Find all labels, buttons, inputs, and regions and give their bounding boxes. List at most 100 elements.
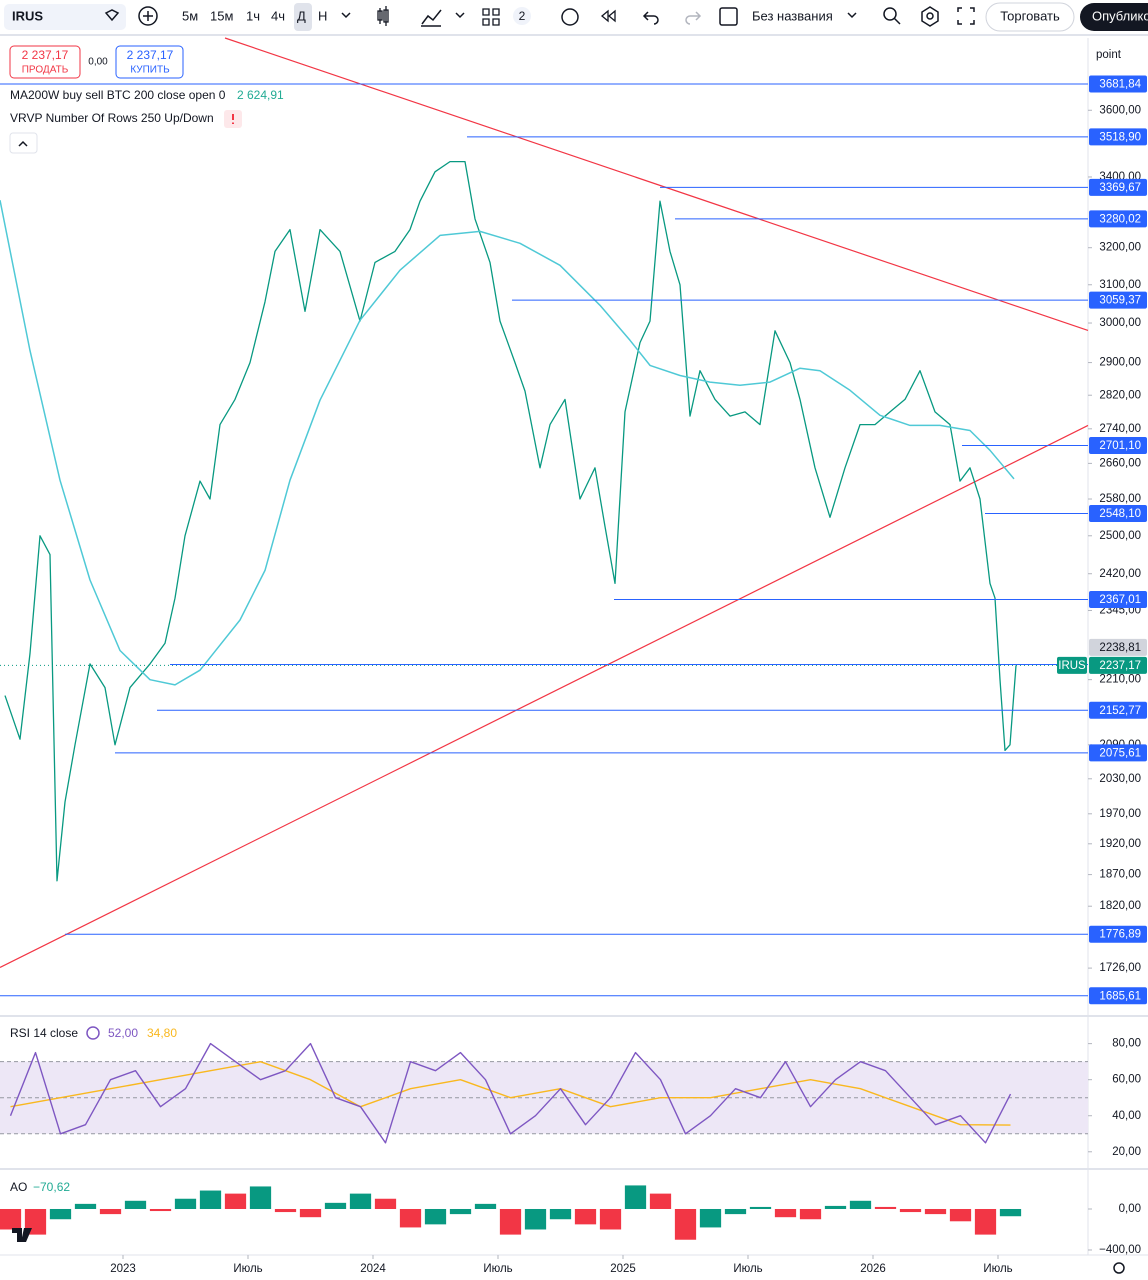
symbol-label: IRUS [1058, 660, 1086, 672]
level-label-box [1089, 701, 1147, 719]
ao-bar [799, 1208, 822, 1220]
ao-bar [49, 1208, 72, 1220]
chevron[interactable] [847, 12, 857, 19]
y-tick-label: 2900,00 [1099, 357, 1141, 369]
buy-button[interactable] [115, 45, 184, 79]
pane-title[interactable]: AO [10, 1180, 27, 1194]
x-tick-label: 2023 [110, 1263, 136, 1275]
publish-button[interactable] [1080, 3, 1148, 31]
x-tick-label: 2024 [360, 1263, 386, 1275]
ao-bar [374, 1198, 397, 1209]
axis-unit[interactable]: point [1096, 49, 1122, 61]
level-label: 2701,10 [1099, 440, 1141, 452]
y-tick-label: 0,00 [1119, 1203, 1141, 1215]
ao-bar [949, 1208, 972, 1222]
interval[interactable]: Н [318, 8, 327, 23]
replay-icon[interactable] [600, 9, 616, 23]
ao-bar [974, 1208, 997, 1235]
settings-icon[interactable] [1113, 1262, 1125, 1274]
x-tick-label: Июль [233, 1263, 262, 1275]
toolbar [0, 0, 1148, 34]
interval[interactable]: 1ч [246, 8, 260, 23]
ao-bar [99, 1208, 122, 1215]
add-icon[interactable] [143, 11, 153, 21]
alert-icon[interactable] [561, 8, 579, 26]
interval[interactable]: 4ч [271, 8, 285, 23]
indicator-name[interactable]: VRVP Number Of Rows 250 Up/Down [10, 111, 214, 125]
add-icon[interactable] [138, 6, 158, 26]
indicators-icon[interactable] [421, 9, 442, 27]
ao-bar [149, 1208, 172, 1212]
candles-icon[interactable] [377, 6, 389, 26]
layout-name[interactable]: Без названия [752, 8, 833, 23]
interval[interactable]: 5м [182, 8, 198, 23]
collapse-button[interactable] [18, 140, 28, 147]
fullscreen-icon[interactable] [957, 7, 975, 25]
icon[interactable] [104, 9, 120, 22]
sell-button[interactable] [9, 45, 81, 79]
symbol-label-box [1057, 656, 1087, 674]
interval[interactable]: 15м [210, 8, 233, 23]
level-label-box [1089, 291, 1147, 309]
level-label: 1776,89 [1099, 929, 1141, 941]
ao-bar [124, 1200, 147, 1209]
last-price-label: 2237,17 [1099, 660, 1141, 672]
search-icon[interactable] [893, 17, 901, 25]
y-tick-label: 2820,00 [1099, 389, 1141, 401]
trade-button-label[interactable]: Торговать [1000, 8, 1060, 23]
ao-bar [674, 1208, 697, 1240]
y-tick-label: 2500,00 [1099, 530, 1141, 542]
x-tick-label: Июль [733, 1263, 762, 1275]
buy-price[interactable]: 2 237,17 [127, 48, 174, 62]
plot-layer: 3600,003400,003200,003100,003000,002900,… [0, 37, 1147, 1275]
level-label-box [1089, 987, 1147, 1005]
publish-button-label[interactable]: Опубликовать [1092, 8, 1148, 23]
ao-bar [749, 1206, 772, 1209]
level-label: 3681,84 [1099, 79, 1141, 91]
search-icon[interactable] [883, 7, 897, 21]
ao-value: −70,62 [33, 1180, 70, 1194]
settings-icon[interactable] [926, 12, 934, 20]
ao-bar [199, 1190, 222, 1209]
level-label-box [1089, 925, 1147, 943]
x-tick-label: 2025 [610, 1263, 636, 1275]
buy-label[interactable]: КУПИТЬ [130, 65, 170, 76]
trade-button[interactable] [985, 2, 1075, 32]
x-tick-label: Июль [983, 1263, 1012, 1275]
chevron[interactable] [455, 12, 465, 19]
interval[interactable]: Д [297, 8, 306, 23]
y-tick-label: 1726,00 [1099, 962, 1141, 974]
indicator-name[interactable]: MA200W buy sell BTC 200 close open 0 [10, 88, 226, 102]
y-tick-label: 2660,00 [1099, 457, 1141, 469]
ao-bar [549, 1208, 572, 1220]
ao-bar [574, 1208, 597, 1225]
layouts-icon[interactable] [482, 8, 500, 26]
layout-icon[interactable] [719, 7, 738, 26]
chevron[interactable] [341, 12, 351, 19]
trend-line [224, 37, 1089, 332]
undo-icon[interactable] [642, 11, 659, 25]
x-tick-label: Июль [483, 1263, 512, 1275]
y-tick-label: 3100,00 [1099, 279, 1141, 291]
level-label-box [1089, 744, 1147, 762]
level-label-box [1089, 128, 1147, 146]
ao-bar [274, 1208, 297, 1213]
symbol-search[interactable] [4, 4, 126, 30]
spread: 0,00 [88, 57, 108, 68]
ao-bar [924, 1208, 947, 1215]
settings-icon[interactable] [86, 1026, 100, 1040]
sell-label[interactable]: ПРОДАТЬ [22, 65, 69, 76]
symbol[interactable]: IRUS [12, 8, 43, 23]
badge [513, 7, 531, 25]
settings-icon[interactable] [921, 6, 939, 27]
sell-price[interactable]: 2 237,17 [22, 48, 69, 62]
ao-bar [999, 1208, 1022, 1217]
ao-bar [499, 1208, 522, 1235]
ao-bar [899, 1208, 922, 1213]
redo-icon [685, 11, 702, 25]
ao-bar [824, 1205, 847, 1209]
y-tick-label: 3600,00 [1099, 104, 1141, 116]
level-label: 2238,81 [1099, 642, 1141, 654]
pane-title[interactable]: RSI 14 close [10, 1026, 78, 1040]
ao-bar [74, 1203, 97, 1209]
